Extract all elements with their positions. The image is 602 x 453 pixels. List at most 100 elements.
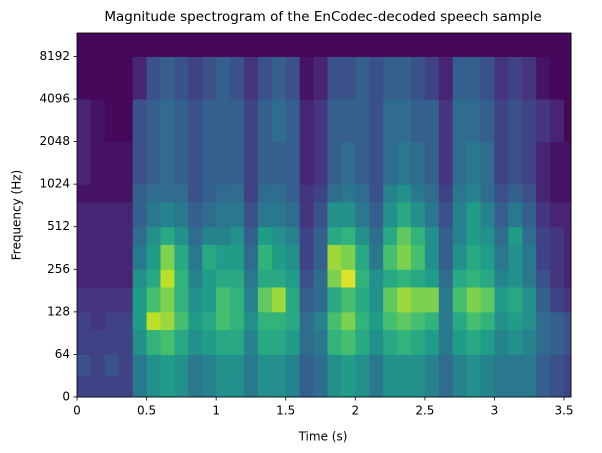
spectrogram-cell [536,244,551,270]
spectrogram-cell [90,56,106,100]
spectrogram-cell [410,226,426,245]
spectrogram-cell [313,99,328,143]
spectrogram-cell [522,226,537,245]
spectrogram-cell [369,226,384,245]
spectrogram-cell [355,226,370,245]
spectrogram-cell [230,33,245,57]
spectrogram-cell [230,375,245,398]
spectrogram-cell [188,329,203,355]
spectrogram-cell [424,33,440,57]
spectrogram-cell [522,184,537,203]
spectrogram-cell [271,141,287,185]
spectrogram-cell [550,184,565,203]
spectrogram-cell [230,226,245,245]
spectrogram-cell [132,56,148,100]
spectrogram-cell [257,286,273,313]
x-tick-label: 3 [491,404,499,418]
spectrogram-cell [77,286,92,313]
spectrogram-cell [452,99,468,143]
spectrogram-cell [341,311,356,331]
spectrogram-cell [410,286,426,313]
spectrogram-cell [160,226,175,245]
spectrogram-cell [438,375,454,398]
spectrogram-cell [369,141,384,185]
spectrogram-cell [480,201,495,228]
spectrogram-cell [480,286,495,313]
spectrogram-cell [438,311,454,331]
spectrogram-cell [202,226,217,245]
spectrogram-cell [452,375,468,398]
spectrogram-cell [160,311,175,331]
spectrogram-cell [230,311,245,331]
spectrogram-cell [508,311,523,331]
spectrogram-cell [355,354,370,377]
spectrogram-cell [494,99,509,143]
spectrogram-cell [271,244,287,270]
spectrogram-cell [550,33,565,57]
spectrogram-cell [285,33,301,57]
spectrogram-cell [271,201,287,228]
spectrogram-cell [313,286,328,313]
spectrogram-cell [118,33,134,57]
spectrogram-cell [550,269,565,288]
spectrogram-cell [313,226,328,245]
spectrogram-cell [299,286,315,313]
spectrogram-cell [369,329,384,355]
spectrogram-cell [285,354,301,377]
spectrogram-cell [536,311,551,331]
spectrogram-cell [480,311,495,331]
spectrogram-cell [90,286,106,313]
spectrogram-cell [466,226,482,245]
spectrogram-cell [216,375,231,398]
spectrogram-cell [271,329,287,355]
spectrogram-cell [77,226,92,245]
spectrogram-cell [410,354,426,377]
spectrogram-cell [285,201,301,228]
spectrogram-cell [424,99,440,143]
spectrogram-cell [104,311,120,331]
spectrogram-cell [424,201,440,228]
spectrogram-cell [341,33,356,57]
spectrogram-cell [466,375,482,398]
spectrogram-cell [466,329,482,355]
spectrogram-cell [383,33,398,57]
y-tick-label: 128 [47,304,70,318]
spectrogram-cell [188,99,203,143]
spectrogram-cell [327,354,342,377]
spectrogram-cell [188,244,203,270]
spectrogram-cell [508,269,523,288]
spectrogram-cell [118,375,134,398]
y-tick-label: 2048 [39,134,70,148]
spectrogram-cell [383,184,398,203]
spectrogram-cell [508,244,523,270]
spectrogram-cell [508,226,523,245]
spectrogram-cell [132,184,148,203]
spectrogram-cell [188,184,203,203]
spectrogram-cell [77,269,92,288]
spectrogram-cell [494,56,509,100]
spectrogram-cell [383,141,398,185]
spectrogram-cell [216,269,231,288]
spectrogram-cell [188,201,203,228]
spectrogram-cell [466,244,482,270]
spectrogram-cell [410,311,426,331]
spectrogram-cell [536,56,551,100]
spectrogram-cell [355,201,370,228]
spectrogram-cell [480,329,495,355]
axes: 0 0.5 1 1.5 2 2.5 3 3.5 0 64 128 256 512 1024 2048 4096… [39,32,574,418]
spectrogram-cell [341,201,356,228]
spectrogram-cell [146,99,161,143]
spectrogram-cell [216,141,231,185]
x-axis-label: Time (s) [298,430,348,444]
spectrogram-cell [230,56,245,100]
spectrogram-cell [243,33,259,57]
spectrogram-cell [494,226,509,245]
spectrogram-cell [77,33,92,57]
spectrogram-cell [90,375,106,398]
spectrogram-cell [550,226,565,245]
spectrogram-cell [466,184,482,203]
spectrogram-cell [508,354,523,377]
spectrogram-cell [132,375,148,398]
spectrogram-cell [257,269,273,288]
y-tick-label: 256 [47,262,70,276]
